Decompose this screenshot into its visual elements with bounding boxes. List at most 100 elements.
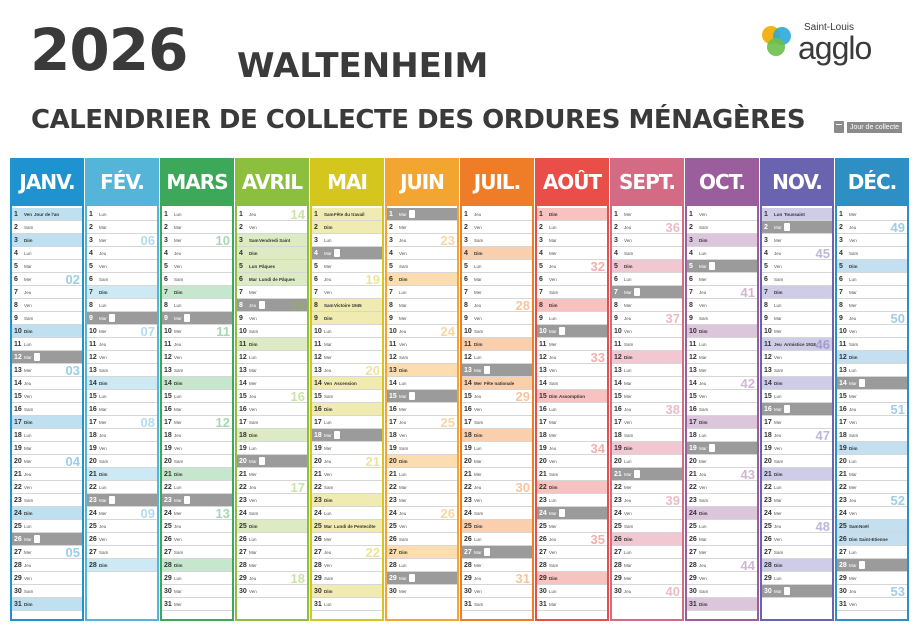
- day-row: 6 Dim: [387, 273, 457, 286]
- day-row: 16 Ven: [462, 403, 532, 416]
- day-row: 22 Lun: [87, 481, 157, 494]
- day-row: 13 Jeu: [312, 364, 382, 377]
- day-row: 5 Jeu: [537, 260, 607, 273]
- day-number: 5: [839, 263, 843, 270]
- day-number: 29: [239, 575, 247, 582]
- day-weekday: Sam: [474, 329, 484, 334]
- day-row: 8 Mer: [612, 299, 682, 312]
- day-row: 24 Lun: [312, 507, 382, 520]
- day-row: 25 Mar Lundi de Pentecôte: [312, 520, 382, 533]
- day-weekday: Jeu: [774, 524, 782, 529]
- day-number: 5: [164, 263, 168, 270]
- day-row: 7 Jeu: [687, 286, 757, 299]
- day-number: 6: [464, 276, 468, 283]
- day-row: 7 Ven: [312, 286, 382, 299]
- day-weekday: Mar: [399, 212, 407, 217]
- day-weekday: Ven: [699, 394, 707, 399]
- day-number: 29: [389, 575, 397, 582]
- day-row: 7 Mar: [837, 286, 907, 299]
- day-weekday: Jeu: [24, 563, 32, 568]
- day-number: 24: [764, 510, 772, 517]
- day-number: 5: [539, 263, 543, 270]
- holiday-label: Ascension: [334, 381, 357, 386]
- day-weekday: Dim: [624, 264, 633, 269]
- day-number: 8: [464, 302, 468, 309]
- day-row: 24 Sam: [237, 507, 307, 520]
- day-row: 11 Lun: [12, 338, 82, 351]
- day-row: 6 Lun: [612, 273, 682, 286]
- day-weekday: Lun: [324, 602, 332, 607]
- day-number: 24: [164, 510, 172, 517]
- day-number: 15: [614, 393, 622, 400]
- day-number: 5: [689, 263, 693, 270]
- day-row: 6 Ven: [537, 273, 607, 286]
- day-row: 15 Mer: [612, 390, 682, 403]
- day-row: 1 Lun: [162, 208, 232, 221]
- trash-bin-icon: [784, 405, 790, 413]
- day-weekday: Dim: [24, 420, 33, 425]
- day-number: 31: [464, 601, 472, 608]
- day-row: 5 Sam: [387, 260, 457, 273]
- day-row: 12 Ven: [762, 351, 832, 364]
- day-weekday: Lun: [624, 459, 632, 464]
- day-weekday: Jeu: [399, 511, 407, 516]
- day-weekday: Lun: [474, 355, 482, 360]
- week-number: 12: [215, 415, 230, 430]
- week-number: 32: [590, 259, 605, 274]
- day-row: 4 Jeu: [87, 247, 157, 260]
- day-number: 10: [539, 328, 547, 335]
- day-row: 27 Mer: [687, 546, 757, 559]
- day-row: 4 Lun: [12, 247, 82, 260]
- day-row: 11 Ven: [387, 338, 457, 351]
- day-number: 20: [314, 458, 322, 465]
- day-row: 22 Jeu: [237, 481, 307, 494]
- day-row: 11 Sam: [612, 338, 682, 351]
- week-number: 11: [216, 324, 230, 339]
- day-weekday: Lun: [849, 277, 857, 282]
- day-weekday: Dim: [699, 420, 708, 425]
- day-number: 4: [14, 250, 18, 257]
- day-number: 10: [839, 328, 847, 335]
- day-row: 27 Mer: [12, 546, 82, 559]
- day-weekday: Lun: [849, 368, 857, 373]
- day-row: 30 Mar: [762, 585, 832, 598]
- day-row: 14 Dim: [87, 377, 157, 390]
- day-weekday: Jeu: [249, 576, 257, 581]
- day-weekday: Mar: [849, 563, 857, 568]
- day-weekday: Lun: [324, 329, 332, 334]
- day-row: 28 Jeu: [12, 559, 82, 572]
- day-weekday: Sam: [774, 550, 784, 555]
- day-number: 10: [89, 328, 97, 335]
- day-number: 2: [314, 224, 318, 231]
- day-weekday: Dim: [399, 368, 408, 373]
- day-weekday: Lun: [399, 472, 407, 477]
- day-row: 23 Sam: [687, 494, 757, 507]
- day-row: 4 Lun: [687, 247, 757, 260]
- day-number: 17: [89, 419, 97, 426]
- month-column: NOV. 1 Lun Toussaint 2 Mar 3 Mer 4 Jeu 5 Ven 6 Sam 7 Di…: [760, 158, 834, 621]
- day-row: 23 Ven: [462, 494, 532, 507]
- day-number: 11: [314, 341, 322, 348]
- day-row: 12 Mar: [12, 351, 82, 364]
- day-number: 16: [89, 406, 97, 413]
- day-row: 12 Lun: [237, 351, 307, 364]
- day-row: 17 Mer: [762, 416, 832, 429]
- day-number: 8: [389, 302, 393, 309]
- day-weekday: Jeu: [849, 498, 857, 503]
- day-number: 20: [389, 458, 397, 465]
- day-row: 6 Mar: [462, 273, 532, 286]
- day-weekday: Sam: [324, 576, 334, 581]
- day-weekday: Sam: [549, 563, 559, 568]
- day-number: 26: [464, 536, 472, 543]
- day-row: 10 Lun: [312, 325, 382, 338]
- day-weekday: Mer: [699, 459, 707, 464]
- holiday-label: Victoire 1945: [334, 303, 362, 308]
- trash-bin-icon: [484, 366, 490, 374]
- day-weekday: Lun: [549, 316, 557, 321]
- day-weekday: Ven: [849, 511, 857, 516]
- day-weekday: Jeu: [624, 225, 632, 230]
- day-row: 14 Dim: [162, 377, 232, 390]
- day-row: 14 Mer: [237, 377, 307, 390]
- holiday-label: Assomption: [559, 394, 586, 399]
- day-row: 23 Jeu: [612, 494, 682, 507]
